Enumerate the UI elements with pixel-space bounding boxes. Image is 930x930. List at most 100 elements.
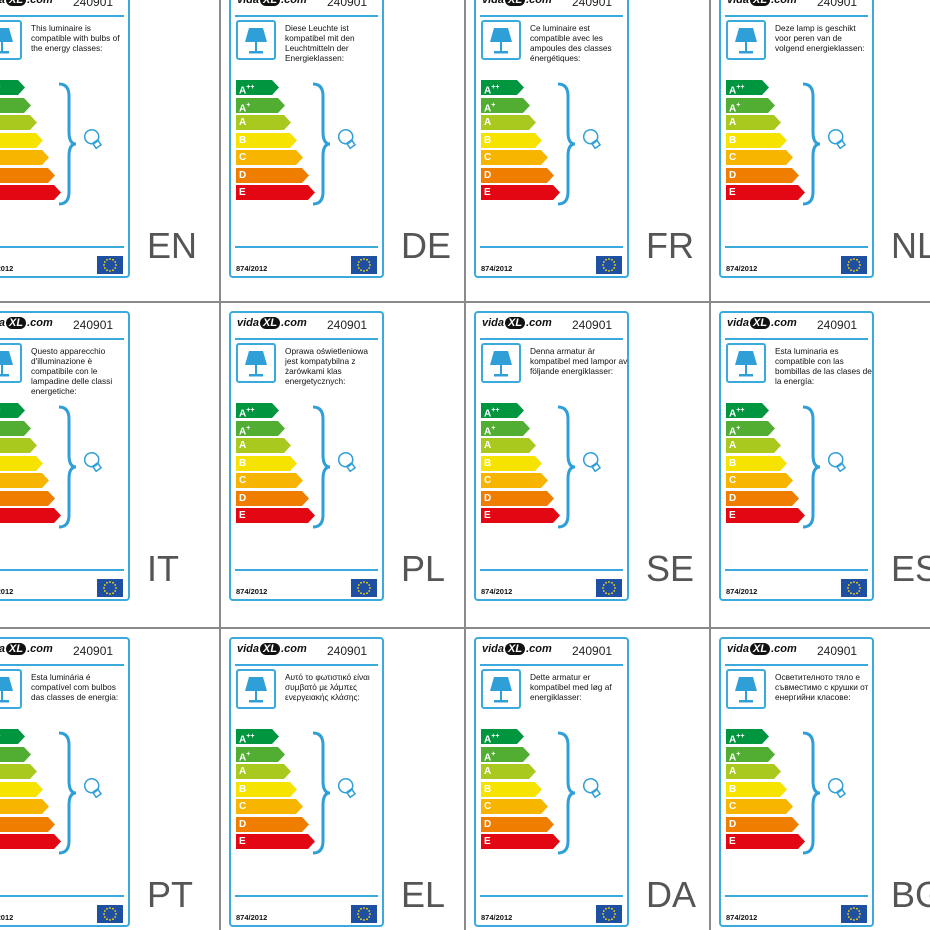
article-code: 240901 bbox=[572, 0, 613, 9]
language-code: FR bbox=[646, 225, 694, 266]
energy-class-bar: C bbox=[726, 150, 794, 165]
energy-class-bar: A bbox=[481, 115, 537, 130]
language-code: PT bbox=[147, 874, 194, 915]
footer-divider bbox=[725, 895, 868, 897]
compatibility-text: This luminaire is compatible with bulbs … bbox=[31, 23, 120, 53]
language-code: SE bbox=[646, 548, 695, 589]
energy-class-letter: C bbox=[484, 475, 492, 486]
energy-class-bar: E bbox=[236, 185, 316, 200]
grid-line-horizontal-2 bbox=[0, 627, 930, 629]
energy-class-bar: A+ bbox=[726, 97, 776, 114]
energy-class-letter: D bbox=[239, 818, 247, 830]
energy-class-bar: C bbox=[0, 473, 50, 488]
energy-class-letter: E bbox=[729, 836, 736, 847]
energy-class-letter: A+ bbox=[729, 424, 741, 437]
energy-class-letter: E bbox=[729, 510, 736, 521]
energy-class-bar: A+ bbox=[236, 746, 286, 763]
energy-label-card: vida XL .com 240901 Deze lamp is geschikt … bbox=[719, 0, 874, 278]
footer-divider bbox=[725, 246, 868, 248]
grid-line-horizontal-1 bbox=[0, 301, 930, 303]
energy-class-letter: B bbox=[484, 134, 492, 146]
compatibility-text: Diese Leuchte ist kompatibel mit den Leu… bbox=[285, 23, 355, 63]
energy-class-bar: E bbox=[236, 834, 316, 849]
footer-divider bbox=[480, 246, 623, 248]
energy-class-letter: B bbox=[239, 783, 247, 795]
bulb-icon bbox=[83, 128, 103, 150]
energy-class-bar: A++ bbox=[726, 80, 770, 96]
eu-flag-icon bbox=[97, 905, 123, 923]
lamp-icon bbox=[0, 343, 22, 383]
eu-flag-icon bbox=[97, 579, 123, 597]
energy-class-bar: C bbox=[726, 473, 794, 488]
energy-class-letter: C bbox=[484, 801, 492, 812]
energy-class-letter: E bbox=[484, 836, 491, 847]
bulb-icon bbox=[337, 128, 357, 150]
energy-class-bar: A++ bbox=[0, 729, 26, 744]
lamp-icon bbox=[0, 20, 22, 60]
energy-label-card: vida XL .com 240901 Осветителното тяло е с… bbox=[719, 637, 874, 927]
bulb-icon bbox=[83, 777, 103, 799]
energy-class-letter: A++ bbox=[484, 84, 500, 97]
brace-icon bbox=[58, 82, 77, 206]
energy-class-letter: E bbox=[484, 187, 491, 198]
article-code: 240901 bbox=[73, 318, 114, 332]
energy-class-bar: D bbox=[481, 167, 555, 183]
energy-class-letter: E bbox=[484, 510, 491, 521]
energy-class-bar: B bbox=[236, 455, 298, 471]
article-code: 240901 bbox=[73, 0, 114, 9]
energy-class-bar: A++ bbox=[726, 729, 770, 745]
energy-class-bar: D bbox=[236, 167, 310, 183]
energy-class-bar: D bbox=[481, 816, 555, 832]
language-code: DA bbox=[646, 874, 697, 915]
language-code: ES bbox=[891, 548, 930, 589]
energy-class-letter: A bbox=[484, 440, 492, 451]
energy-class-letter: C bbox=[729, 801, 737, 812]
energy-class-bar: B bbox=[0, 781, 44, 797]
energy-class-letter: E bbox=[239, 510, 246, 521]
header-divider bbox=[0, 664, 124, 666]
energy-class-bar: A+ bbox=[726, 420, 776, 437]
energy-class-bar: B bbox=[0, 455, 44, 471]
energy-class-bar: A++ bbox=[236, 403, 280, 419]
regulation-number: 874/2012 bbox=[236, 264, 268, 273]
energy-class-bar: A+ bbox=[481, 97, 531, 114]
eu-flag-icon bbox=[97, 256, 123, 274]
compatibility-text: Αυτό το φωτιστικό είναι συμβατό με λάμπε… bbox=[285, 672, 370, 702]
lamp-icon bbox=[236, 20, 276, 60]
language-code: DE bbox=[401, 225, 452, 266]
energy-class-letter: A bbox=[239, 440, 247, 451]
bulb-icon bbox=[582, 777, 602, 799]
energy-class-letter: B bbox=[484, 783, 492, 795]
brace-icon bbox=[312, 731, 331, 855]
header-divider bbox=[480, 338, 623, 340]
energy-class-bar: E bbox=[481, 834, 561, 849]
brace-icon bbox=[802, 405, 821, 529]
energy-label-card: vida XL .com 240901 Αυτό το φωτιστικό είνα… bbox=[229, 637, 384, 927]
energy-class-letter: C bbox=[239, 475, 247, 486]
language-code: EN bbox=[147, 225, 198, 266]
language-code: NL bbox=[891, 225, 930, 266]
energy-class-bar: B bbox=[726, 132, 788, 148]
energy-class-bar: B bbox=[726, 781, 788, 797]
lamp-icon bbox=[726, 20, 766, 60]
lamp-icon bbox=[481, 669, 521, 709]
energy-class-bar: C bbox=[726, 799, 794, 814]
energy-class-bar: E bbox=[236, 508, 316, 523]
energy-class-bar: A bbox=[236, 115, 292, 130]
energy-class-letter: A bbox=[484, 766, 492, 777]
energy-class-bar: A+ bbox=[726, 746, 776, 763]
energy-class-bar: D bbox=[726, 816, 800, 832]
energy-class-bar: A bbox=[726, 764, 782, 779]
